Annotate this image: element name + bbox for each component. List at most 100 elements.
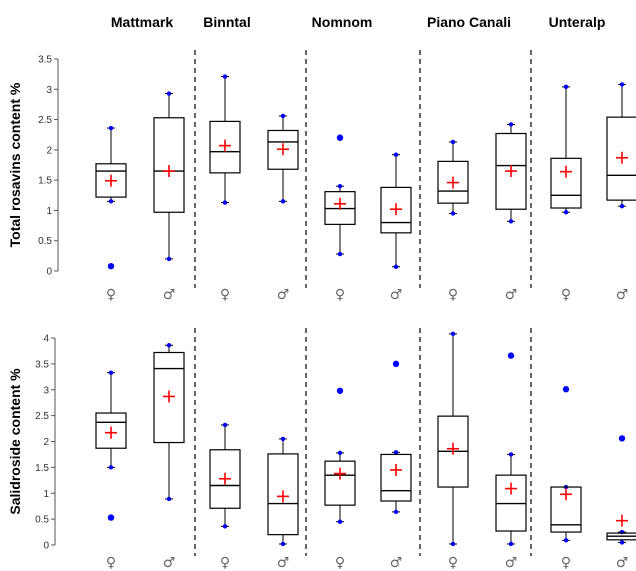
y-tick-label: 2 bbox=[46, 145, 52, 156]
whisker-end-point bbox=[619, 203, 625, 209]
sex-label: ♂ bbox=[163, 555, 176, 571]
whisker-end-point bbox=[619, 540, 625, 545]
sex-label: ♂ bbox=[163, 287, 176, 303]
y-tick-label: 2 bbox=[43, 437, 49, 448]
sex-label: ♀ bbox=[448, 555, 458, 571]
outlier-point bbox=[107, 514, 115, 521]
whisker-end-point bbox=[450, 139, 456, 145]
box-iqr bbox=[550, 157, 582, 209]
whisker-end-point bbox=[393, 264, 399, 269]
whisker-end-point bbox=[393, 509, 399, 515]
box-iqr bbox=[495, 132, 527, 210]
y-tick-label: 0.5 bbox=[38, 236, 52, 247]
box-iqr bbox=[380, 453, 412, 502]
whisker-end-point bbox=[508, 219, 514, 224]
outlier-point bbox=[507, 352, 515, 359]
whisker-end-point bbox=[222, 74, 228, 79]
whisker-end-point bbox=[508, 541, 514, 547]
whisker-end-point bbox=[337, 450, 343, 456]
whisker-end-point bbox=[563, 84, 569, 90]
y-tick-label: 0.5 bbox=[35, 515, 49, 526]
site-label: Nomnom bbox=[312, 14, 373, 30]
y-tick-label: 2.5 bbox=[38, 115, 52, 126]
y-tick-label: 1 bbox=[46, 206, 52, 217]
whisker-end-point bbox=[619, 82, 625, 87]
sex-label: ♂ bbox=[277, 287, 290, 303]
sex-label: ♀ bbox=[335, 287, 345, 303]
box-iqr bbox=[324, 460, 356, 506]
y-tick-label: 1.5 bbox=[35, 463, 49, 474]
y-tick-label: 3.5 bbox=[35, 359, 49, 370]
box-iqr bbox=[267, 129, 299, 170]
whisker-end-point bbox=[166, 496, 172, 502]
box-iqr bbox=[606, 116, 636, 201]
y-axis-title: Total rosavins content % bbox=[7, 82, 23, 247]
whisker-end-point bbox=[166, 343, 172, 348]
whisker-end-point bbox=[280, 436, 286, 442]
y-tick-label: 0 bbox=[46, 267, 52, 278]
whisker-end-point bbox=[108, 125, 114, 131]
sex-label: ♂ bbox=[616, 287, 629, 303]
sex-label: ♂ bbox=[505, 287, 518, 303]
whisker-end-point bbox=[508, 122, 514, 127]
y-tick-label: 1 bbox=[43, 489, 49, 500]
whisker-end-point bbox=[508, 452, 514, 457]
whisker-end-point bbox=[280, 113, 286, 119]
outlier-point bbox=[562, 386, 570, 393]
y-tick-label: 1.5 bbox=[38, 176, 52, 187]
box-iqr bbox=[153, 117, 185, 213]
box-iqr bbox=[209, 120, 241, 174]
site-label: Piano Canali bbox=[427, 14, 511, 30]
sex-label: ♀ bbox=[561, 287, 571, 303]
y-axis-title: Salidroside content % bbox=[7, 368, 23, 515]
sex-label: ♀ bbox=[106, 555, 116, 571]
sex-label: ♂ bbox=[505, 555, 518, 571]
outlier-point bbox=[392, 360, 400, 368]
outlier-point bbox=[618, 435, 626, 442]
sex-label: ♂ bbox=[390, 555, 403, 571]
site-label: Binntal bbox=[203, 14, 250, 30]
box-iqr bbox=[209, 449, 241, 509]
sex-label: ♂ bbox=[390, 287, 403, 303]
whisker-end-point bbox=[393, 152, 399, 157]
whisker-end-point bbox=[222, 422, 228, 428]
sex-label: ♀ bbox=[561, 555, 571, 571]
sex-label: ♀ bbox=[220, 287, 230, 303]
site-label: Mattmark bbox=[111, 14, 173, 30]
y-tick-label: 2.5 bbox=[35, 411, 49, 422]
box-iqr bbox=[95, 412, 127, 449]
whisker-end-point bbox=[280, 541, 286, 547]
sex-label: ♀ bbox=[448, 287, 458, 303]
whisker-end-point bbox=[563, 538, 569, 543]
box-iqr bbox=[95, 163, 127, 198]
whisker-end-point bbox=[450, 331, 456, 337]
whisker-end-point bbox=[166, 256, 172, 262]
whisker-end-point bbox=[108, 370, 114, 375]
whisker-end-point bbox=[450, 211, 456, 216]
whisker-end-point bbox=[450, 541, 456, 547]
whisker-end-point bbox=[563, 210, 569, 215]
outlier-point bbox=[336, 134, 344, 141]
whisker-end-point bbox=[393, 450, 399, 455]
whisker-end-point bbox=[337, 519, 343, 524]
whisker-end-point bbox=[280, 199, 286, 204]
outlier-point bbox=[107, 262, 115, 270]
box-iqr bbox=[437, 160, 469, 204]
whisker-end-point bbox=[337, 251, 343, 257]
outlier-point bbox=[336, 387, 344, 394]
sex-label: ♀ bbox=[220, 555, 230, 571]
whisker-end-point bbox=[337, 184, 343, 189]
box-iqr bbox=[267, 453, 299, 536]
whisker-end-point bbox=[108, 199, 114, 204]
sex-label: ♀ bbox=[106, 287, 116, 303]
whisker-end-point bbox=[166, 91, 172, 96]
sex-label: ♂ bbox=[277, 555, 290, 571]
y-tick-label: 0 bbox=[43, 541, 49, 552]
whisker-end-point bbox=[222, 200, 228, 205]
y-tick-label: 4 bbox=[43, 334, 49, 345]
box-iqr bbox=[153, 351, 185, 444]
y-tick-label: 3.5 bbox=[38, 55, 52, 66]
whisker-end-point bbox=[222, 524, 228, 529]
y-tick-label: 3 bbox=[46, 85, 52, 96]
